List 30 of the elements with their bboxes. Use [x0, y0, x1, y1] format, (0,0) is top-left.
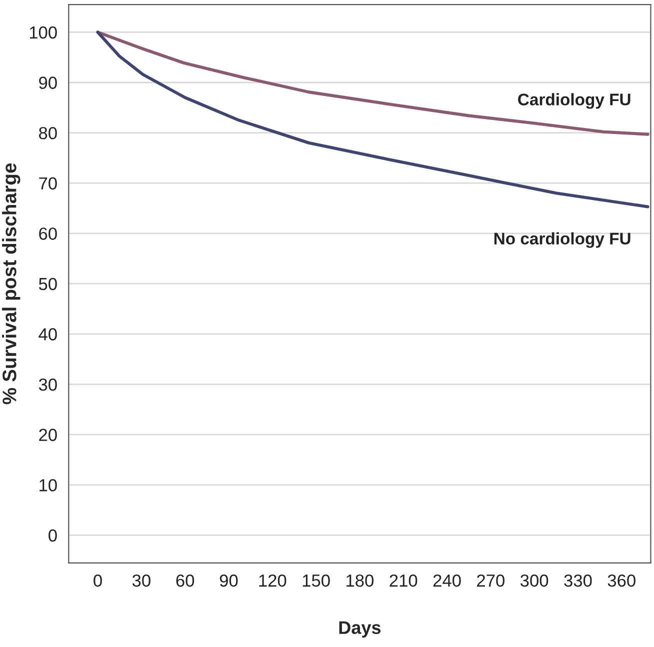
- x-tick-label: 60: [176, 574, 194, 587]
- x-tick-label: 150: [302, 574, 330, 587]
- y-tick-label: 0: [48, 529, 57, 542]
- x-tick-label: 300: [520, 574, 548, 587]
- y-tick-label: 70: [39, 177, 57, 190]
- y-tick-label: 40: [38, 328, 57, 340]
- x-tick-label: 270: [477, 574, 504, 587]
- x-tick-label: 0: [94, 574, 102, 587]
- x-axis-title: Days: [339, 621, 381, 638]
- x-tick-label: 240: [433, 574, 461, 587]
- line-series: [96, 30, 650, 208]
- y-tick-label: 30: [38, 378, 57, 391]
- x-tick-label: 120: [259, 574, 286, 587]
- line-series: [96, 30, 650, 136]
- series-label: No cardiology FU: [494, 232, 630, 248]
- y-axis-title: % Survival post discharge: [2, 163, 20, 404]
- x-tick-label: 210: [390, 574, 418, 587]
- y-tick-label: 20: [39, 428, 57, 442]
- x-tick-label: 30: [132, 574, 150, 587]
- x-tick-label: 360: [608, 574, 636, 587]
- y-tick-label: 60: [39, 228, 57, 240]
- x-tick-label: 90: [220, 574, 238, 587]
- y-tick-label: 80: [39, 126, 57, 140]
- x-tick-label: 330: [564, 574, 592, 587]
- y-tick-label: 10: [40, 479, 57, 492]
- y-tick-label: 90: [39, 76, 57, 89]
- series-label: Cardiology FU: [518, 93, 630, 109]
- x-tick-label: 180: [346, 574, 374, 587]
- y-tick-label: 50: [38, 278, 57, 290]
- y-tick-label: 100: [30, 26, 57, 39]
